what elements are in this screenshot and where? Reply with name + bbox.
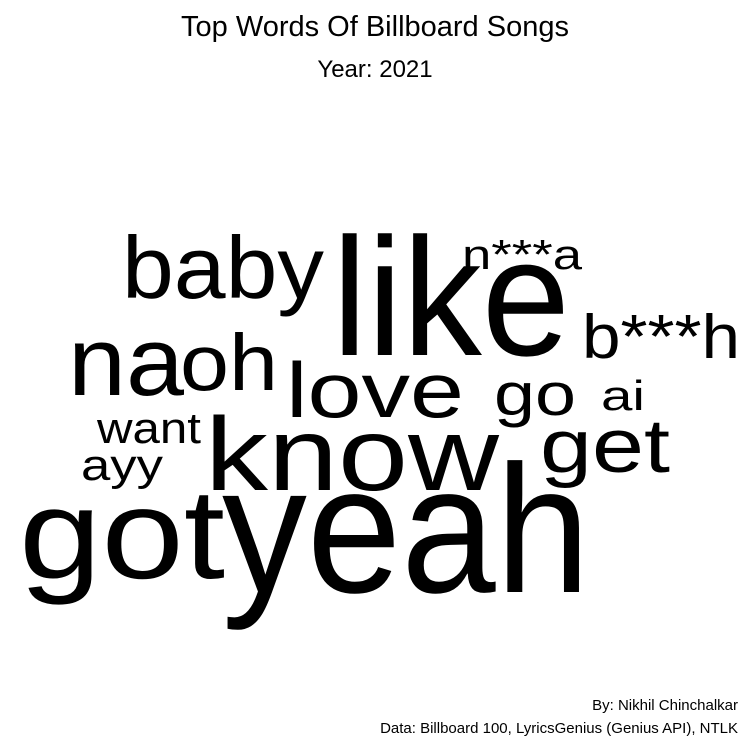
word-want: want xyxy=(96,404,201,453)
word-yeah: yeah xyxy=(222,427,590,631)
chart-subtitle: Year: 2021 xyxy=(317,56,433,83)
word-bxxxh: b***h xyxy=(582,303,740,372)
author-credit: By: Nikhil Chinchalkar xyxy=(592,697,738,714)
chart-title: Top Words Of Billboard Songs xyxy=(181,11,569,43)
word-love: love xyxy=(286,346,464,434)
word-ayy: ayy xyxy=(81,441,163,490)
word-know: know xyxy=(205,397,500,513)
word-nxxxa: n***a xyxy=(462,231,583,278)
word-na: na xyxy=(68,307,184,416)
data-source-credit: Data: Billboard 100, LyricsGenius (Geniu… xyxy=(380,720,738,737)
word-go: go xyxy=(494,361,576,428)
word-ai: ai xyxy=(601,372,645,419)
word-like: like xyxy=(332,203,570,391)
word-oh: oh xyxy=(180,318,278,407)
word-baby: baby xyxy=(122,218,324,317)
word-got: got xyxy=(19,463,225,606)
word-get: get xyxy=(540,404,670,489)
